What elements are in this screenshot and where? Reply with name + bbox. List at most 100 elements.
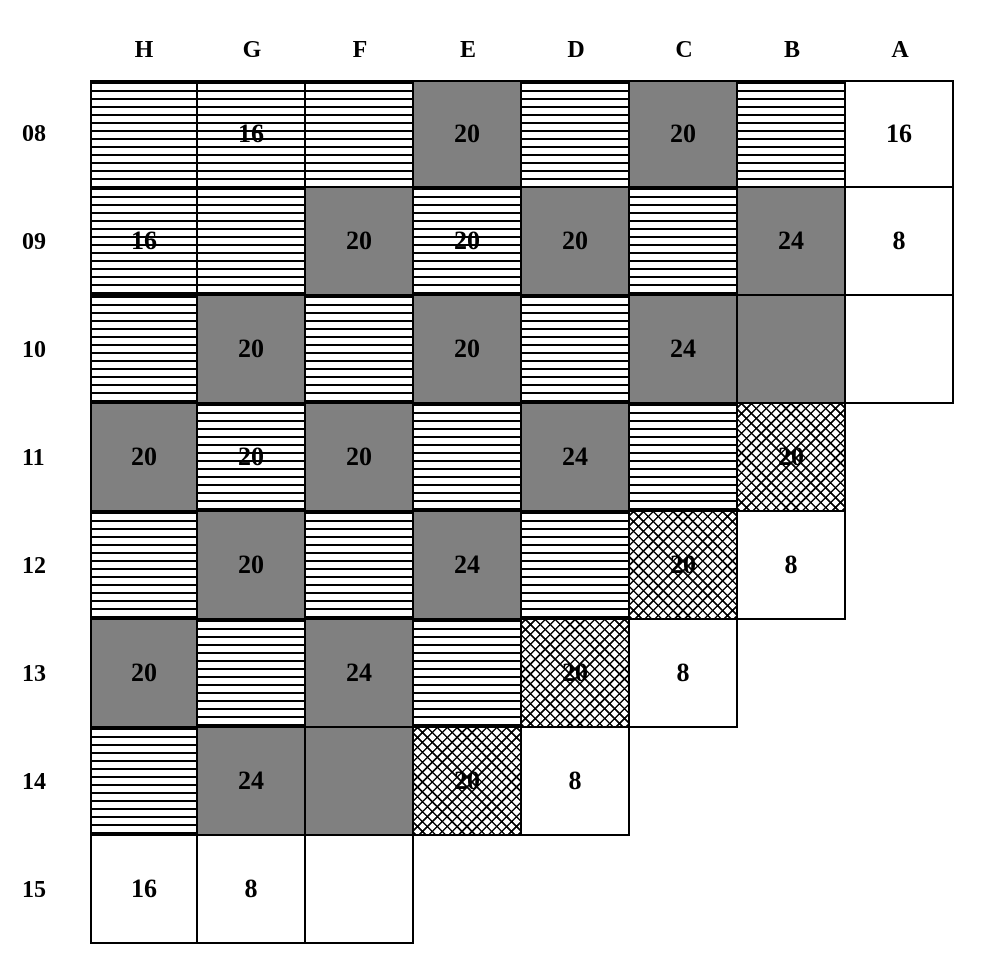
cell-15-E bbox=[414, 836, 522, 944]
cell-value: 20 bbox=[454, 766, 480, 796]
cell-08-A: 16 bbox=[846, 80, 954, 188]
cell-09-E: 20 bbox=[414, 188, 522, 296]
cell-10-H bbox=[90, 296, 198, 404]
col-header-B: B bbox=[738, 20, 846, 80]
cell-value: 8 bbox=[785, 550, 798, 580]
cell-10-B bbox=[738, 296, 846, 404]
cell-11-E bbox=[414, 404, 522, 512]
cell-value: 16 bbox=[131, 874, 157, 904]
cell-15-A bbox=[846, 836, 954, 944]
cell-13-A bbox=[846, 620, 954, 728]
col-header-E: E bbox=[414, 20, 522, 80]
cell-11-H: 20 bbox=[90, 404, 198, 512]
cell-08-B bbox=[738, 80, 846, 188]
cell-12-A bbox=[846, 512, 954, 620]
col-header-F: F bbox=[306, 20, 414, 80]
cell-14-F bbox=[306, 728, 414, 836]
cell-08-H bbox=[90, 80, 198, 188]
cell-value: 24 bbox=[778, 226, 804, 256]
cell-14-A bbox=[846, 728, 954, 836]
cell-09-F: 20 bbox=[306, 188, 414, 296]
cell-09-A: 8 bbox=[846, 188, 954, 296]
cell-11-D: 24 bbox=[522, 404, 630, 512]
cell-12-B: 8 bbox=[738, 512, 846, 620]
grid-container: HGFEDCBA08162020160916202020248102020241… bbox=[20, 20, 954, 944]
cell-13-C: 8 bbox=[630, 620, 738, 728]
cell-value: 20 bbox=[238, 442, 264, 472]
cell-15-G: 8 bbox=[198, 836, 306, 944]
cell-13-G bbox=[198, 620, 306, 728]
cell-14-E: 20 bbox=[414, 728, 522, 836]
cell-value: 20 bbox=[238, 550, 264, 580]
cell-13-D: 20 bbox=[522, 620, 630, 728]
cell-value: 24 bbox=[346, 658, 372, 688]
cell-12-H bbox=[90, 512, 198, 620]
cell-value: 20 bbox=[670, 550, 696, 580]
grid-diagram: HGFEDCBA08162020160916202020248102020241… bbox=[20, 20, 954, 944]
cell-value: 20 bbox=[778, 442, 804, 472]
cell-13-H: 20 bbox=[90, 620, 198, 728]
cell-13-B bbox=[738, 620, 846, 728]
cell-08-G: 16 bbox=[198, 80, 306, 188]
cell-14-D: 8 bbox=[522, 728, 630, 836]
cell-11-C bbox=[630, 404, 738, 512]
cell-value: 20 bbox=[131, 442, 157, 472]
cell-value: 24 bbox=[454, 550, 480, 580]
cell-value: 8 bbox=[677, 658, 690, 688]
cell-09-C bbox=[630, 188, 738, 296]
row-header-09: 09 bbox=[20, 188, 90, 296]
cell-10-E: 20 bbox=[414, 296, 522, 404]
cell-value: 20 bbox=[562, 658, 588, 688]
cell-08-C: 20 bbox=[630, 80, 738, 188]
cell-15-C bbox=[630, 836, 738, 944]
cell-09-H: 16 bbox=[90, 188, 198, 296]
cell-value: 20 bbox=[346, 442, 372, 472]
cell-12-G: 20 bbox=[198, 512, 306, 620]
corner-blank bbox=[20, 20, 90, 80]
cell-10-G: 20 bbox=[198, 296, 306, 404]
row-header-11: 11 bbox=[20, 404, 90, 512]
row-header-08: 08 bbox=[20, 80, 90, 188]
cell-14-C bbox=[630, 728, 738, 836]
cell-value: 20 bbox=[238, 334, 264, 364]
row-header-12: 12 bbox=[20, 512, 90, 620]
cell-13-E bbox=[414, 620, 522, 728]
cell-value: 20 bbox=[670, 119, 696, 149]
cell-11-A bbox=[846, 404, 954, 512]
cell-value: 24 bbox=[238, 766, 264, 796]
col-header-H: H bbox=[90, 20, 198, 80]
row-header-15: 15 bbox=[20, 836, 90, 944]
cell-value: 16 bbox=[238, 119, 264, 149]
col-header-C: C bbox=[630, 20, 738, 80]
cell-value: 24 bbox=[670, 334, 696, 364]
cell-value: 20 bbox=[346, 226, 372, 256]
col-header-A: A bbox=[846, 20, 954, 80]
cell-11-B: 20 bbox=[738, 404, 846, 512]
cell-10-F bbox=[306, 296, 414, 404]
cell-12-D bbox=[522, 512, 630, 620]
cell-value: 8 bbox=[569, 766, 582, 796]
cell-12-C: 20 bbox=[630, 512, 738, 620]
col-header-G: G bbox=[198, 20, 306, 80]
cell-11-F: 20 bbox=[306, 404, 414, 512]
cell-10-D bbox=[522, 296, 630, 404]
cell-12-E: 24 bbox=[414, 512, 522, 620]
cell-08-D bbox=[522, 80, 630, 188]
cell-09-D: 20 bbox=[522, 188, 630, 296]
cell-09-G bbox=[198, 188, 306, 296]
cell-value: 8 bbox=[893, 226, 906, 256]
cell-10-C: 24 bbox=[630, 296, 738, 404]
cell-13-F: 24 bbox=[306, 620, 414, 728]
cell-14-B bbox=[738, 728, 846, 836]
cell-value: 20 bbox=[562, 226, 588, 256]
cell-value: 20 bbox=[454, 119, 480, 149]
cell-value: 20 bbox=[454, 334, 480, 364]
col-header-D: D bbox=[522, 20, 630, 80]
cell-08-F bbox=[306, 80, 414, 188]
cell-value: 24 bbox=[562, 442, 588, 472]
cell-14-G: 24 bbox=[198, 728, 306, 836]
cell-value: 20 bbox=[454, 226, 480, 256]
cell-15-F bbox=[306, 836, 414, 944]
cell-15-B bbox=[738, 836, 846, 944]
cell-value: 16 bbox=[131, 226, 157, 256]
